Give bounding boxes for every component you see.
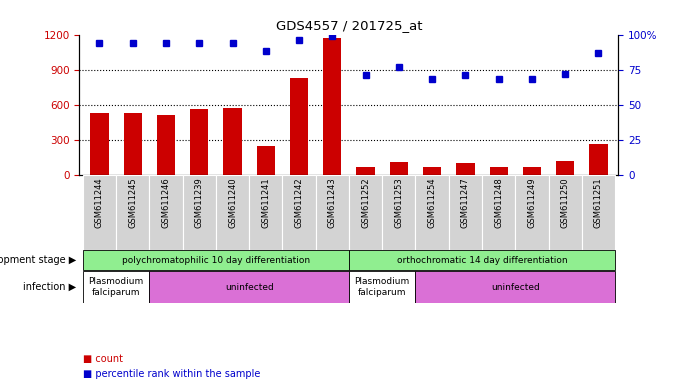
Bar [149, 271, 349, 303]
Title: GDS4557 / 201725_at: GDS4557 / 201725_at [276, 19, 422, 32]
Bar [415, 271, 615, 303]
Bar [390, 162, 408, 175]
Bar [489, 167, 508, 175]
Bar [83, 250, 349, 270]
Text: GSM611240: GSM611240 [228, 177, 237, 228]
Text: infection ▶: infection ▶ [23, 282, 76, 292]
Bar [349, 250, 615, 270]
Bar [448, 175, 482, 250]
Text: ■ percentile rank within the sample: ■ percentile rank within the sample [83, 369, 261, 379]
Text: uninfected: uninfected [225, 283, 274, 291]
Bar [382, 175, 415, 250]
Bar [149, 175, 182, 250]
Text: GSM611245: GSM611245 [129, 177, 138, 228]
Text: development stage ▶: development stage ▶ [0, 255, 76, 265]
Text: GSM611242: GSM611242 [294, 177, 303, 228]
Bar [116, 175, 149, 250]
Bar [216, 175, 249, 250]
Text: Plasmodium
falciparum: Plasmodium falciparum [354, 277, 410, 297]
Bar [415, 175, 448, 250]
Bar [582, 175, 615, 250]
Text: GSM611253: GSM611253 [395, 177, 404, 228]
Text: GSM611241: GSM611241 [261, 177, 270, 228]
Text: GSM611239: GSM611239 [195, 177, 204, 228]
Text: uninfected: uninfected [491, 283, 540, 291]
Bar [357, 167, 375, 175]
Bar [157, 115, 175, 175]
Text: GSM611252: GSM611252 [361, 177, 370, 228]
Bar [249, 175, 283, 250]
Text: GSM611243: GSM611243 [328, 177, 337, 228]
Bar [256, 146, 275, 175]
Bar [83, 271, 149, 303]
Text: GSM611244: GSM611244 [95, 177, 104, 228]
Bar [290, 78, 308, 175]
Text: GSM611246: GSM611246 [162, 177, 171, 228]
Text: GSM611249: GSM611249 [527, 177, 536, 228]
Text: Plasmodium
falciparum: Plasmodium falciparum [88, 277, 144, 297]
Bar [91, 113, 108, 175]
Text: GSM611247: GSM611247 [461, 177, 470, 228]
Bar [456, 163, 475, 175]
Text: orthochromatic 14 day differentiation: orthochromatic 14 day differentiation [397, 256, 567, 265]
Text: GSM611251: GSM611251 [594, 177, 603, 228]
Bar [223, 108, 242, 175]
Bar [349, 271, 415, 303]
Bar [523, 167, 541, 175]
Bar [316, 175, 349, 250]
Bar [124, 113, 142, 175]
Bar [423, 167, 442, 175]
Bar [482, 175, 515, 250]
Bar [349, 175, 382, 250]
Text: ■ count: ■ count [83, 354, 123, 364]
Bar [190, 109, 209, 175]
Bar [283, 175, 316, 250]
Bar [182, 175, 216, 250]
Text: polychromatophilic 10 day differentiation: polychromatophilic 10 day differentiatio… [122, 256, 310, 265]
Text: GSM611248: GSM611248 [494, 177, 503, 228]
Bar [556, 161, 574, 175]
Bar [515, 175, 549, 250]
Text: GSM611254: GSM611254 [428, 177, 437, 228]
Bar [83, 175, 116, 250]
Text: GSM611250: GSM611250 [560, 177, 569, 228]
Bar [589, 144, 607, 175]
Bar [549, 175, 582, 250]
Bar [323, 38, 341, 175]
